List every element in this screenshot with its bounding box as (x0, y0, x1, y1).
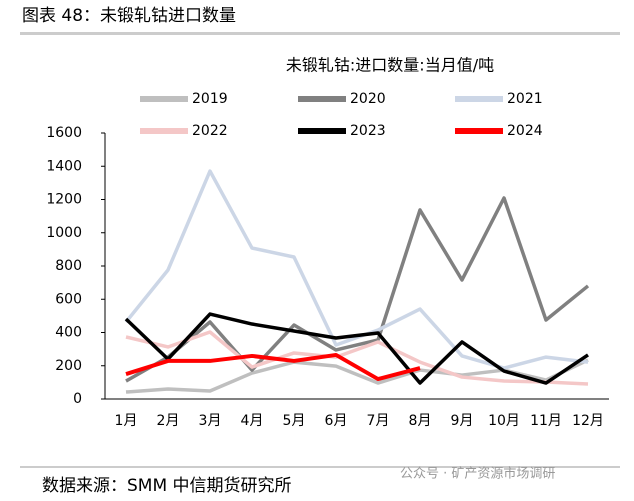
x-tick-label: 2月 (157, 413, 180, 429)
series-line (124, 312, 589, 385)
y-tick-label: 1400 (46, 158, 82, 174)
x-tick-label: 1月 (115, 413, 138, 429)
legend-label: 2024 (507, 123, 543, 139)
y-tick-label: 0 (73, 391, 82, 407)
x-tick-label: 9月 (451, 413, 474, 429)
series-line (125, 330, 589, 386)
y-tick-label: 200 (55, 358, 82, 374)
legend-label: 2022 (192, 123, 228, 139)
x-tick-label: 5月 (283, 413, 306, 429)
legend-label: 2020 (350, 91, 386, 107)
header-title: 图表 48：未锻轧钴进口数量 (22, 6, 236, 26)
x-tick-label: 10月 (488, 413, 520, 429)
y-tick-label: 400 (55, 325, 82, 341)
x-tick-label: 11月 (530, 413, 562, 429)
series-line (125, 352, 421, 382)
legend-label: 2021 (507, 91, 543, 107)
chart-title: 未锻轧钴:进口数量:当月值/吨 (286, 56, 494, 75)
watermark: 公众号 · 矿产资源市场调研 (400, 466, 555, 482)
x-tick-label: 3月 (199, 413, 222, 429)
y-tick-label: 1600 (46, 125, 82, 141)
series-line (125, 196, 590, 383)
x-tick-label: 4月 (241, 413, 264, 429)
header-rule (20, 32, 620, 35)
footer-rule (20, 466, 620, 468)
legend-label: 2023 (350, 123, 386, 139)
x-tick-label: 8月 (409, 413, 432, 429)
x-tick-label: 7月 (367, 413, 390, 429)
y-tick-label: 1200 (46, 192, 82, 208)
legend-label: 2019 (192, 91, 228, 107)
x-tick-label: 12月 (572, 413, 604, 429)
y-tick-label: 1000 (46, 225, 82, 241)
y-tick-label: 600 (55, 291, 82, 307)
x-tick-label: 6月 (325, 413, 348, 429)
footer-source: 数据来源：SMM 中信期货研究所 (42, 476, 292, 496)
series-line (124, 169, 589, 370)
y-tick-label: 800 (55, 258, 82, 274)
